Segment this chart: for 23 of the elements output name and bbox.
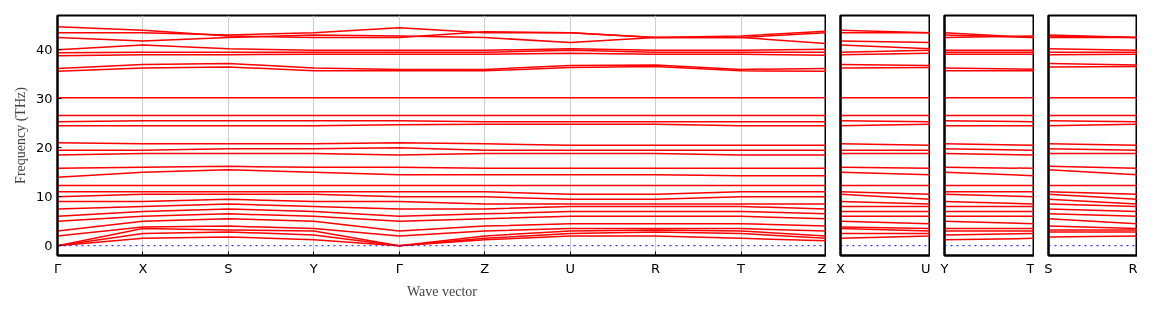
y-axis-title: Frequency (THz)	[12, 86, 29, 184]
x-tick-label: X	[138, 260, 148, 276]
x-tick-label: U	[565, 260, 575, 276]
y-tick-label: 0	[44, 238, 53, 254]
x-tick-label: R	[651, 260, 661, 276]
x-tick-label: Y	[939, 260, 949, 276]
x-tick-label: Z	[817, 260, 827, 276]
x-tick-label: T	[736, 260, 746, 276]
x-tick-label: X	[836, 260, 846, 276]
x-tick-label: Γ	[53, 260, 62, 276]
x-tick-label: Z	[480, 260, 490, 276]
x-tick-label: T	[1025, 260, 1035, 276]
x-tick-label: S	[1044, 260, 1053, 276]
x-tick-label: R	[1128, 260, 1138, 276]
y-tick-label: 20	[35, 140, 53, 156]
y-tick-label: 40	[35, 42, 53, 58]
x-tick-label: Γ	[395, 260, 404, 276]
y-tick-label: 30	[35, 91, 53, 107]
x-tick-label: Y	[308, 260, 318, 276]
y-tick-label: 10	[35, 189, 53, 205]
x-tick-label: S	[224, 260, 233, 276]
x-tick-label: U	[920, 260, 931, 276]
x-axis-title: Wave vector	[407, 283, 478, 299]
